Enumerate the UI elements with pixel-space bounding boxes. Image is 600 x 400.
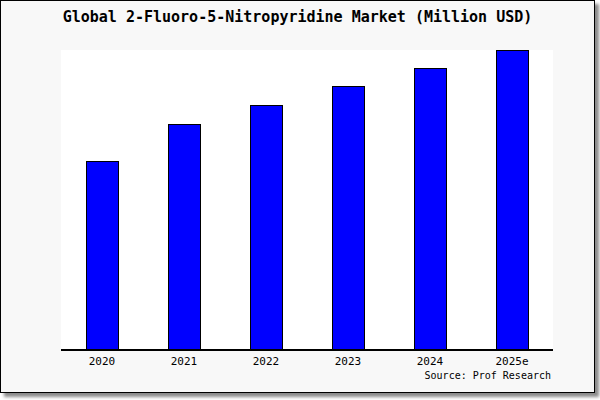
- x-tick-label-2022: 2022: [225, 355, 307, 368]
- plot-area: [61, 50, 553, 351]
- bar-2024: [414, 68, 447, 349]
- chart-card: Global 2-Fluoro-5-Nitropyridine Market (…: [0, 0, 595, 393]
- x-tick-label-2021: 2021: [143, 355, 225, 368]
- bar-2021: [168, 124, 201, 349]
- x-tick-label-2024: 2024: [389, 355, 471, 368]
- bar-2025e: [496, 50, 529, 349]
- x-axis: 202020212022202320242025e: [61, 355, 553, 369]
- x-tick-label-2025e: 2025e: [471, 355, 553, 368]
- x-tick-label-2020: 2020: [61, 355, 143, 368]
- chart-title: Global 2-Fluoro-5-Nitropyridine Market (…: [1, 8, 594, 26]
- x-tick-label-2023: 2023: [307, 355, 389, 368]
- source-credit: Source: Prof Research: [425, 370, 551, 381]
- bar-2020: [86, 161, 119, 349]
- bar-2022: [250, 105, 283, 349]
- bar-2023: [332, 86, 365, 349]
